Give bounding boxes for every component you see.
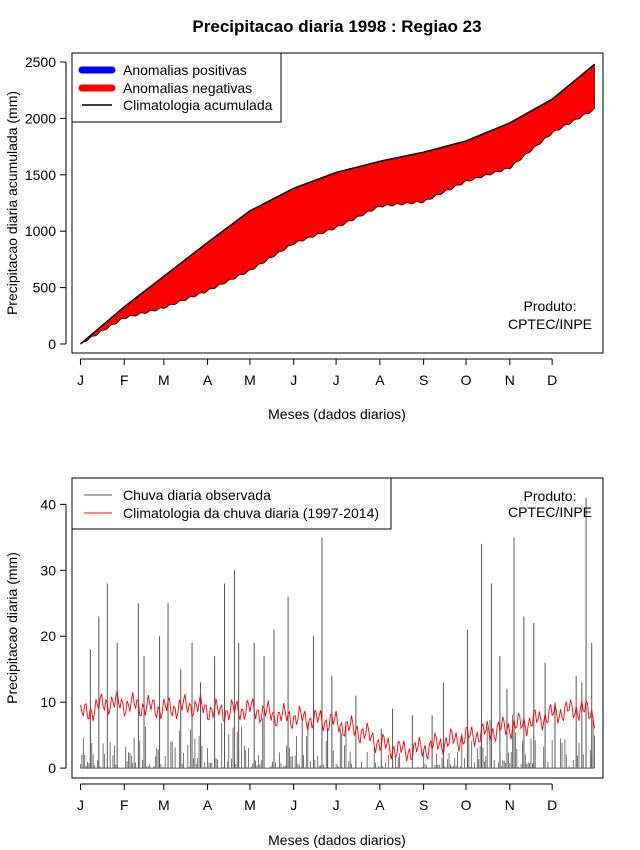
- daily-y-tick-label: 40: [40, 496, 56, 512]
- cumulative-x-tick-label: O: [461, 372, 472, 388]
- cumulative-x-tick-label: A: [203, 372, 213, 388]
- cumulative-credit-line-1: Produto:: [524, 298, 577, 314]
- cumulative-legend: Anomalias positivas Anomalias negativas …: [71, 52, 282, 123]
- cumulative-y-axis-label: Precipitacao diaria acumulada (mm): [4, 91, 20, 315]
- cumulative-x-tick-label: S: [419, 372, 428, 388]
- daily-x-tick-label: N: [505, 797, 515, 813]
- legend-negative-label: Anomalias negativas: [123, 80, 252, 96]
- cumulative-y-tick-label: 1500: [25, 167, 56, 183]
- cumulative-x-tick-label: J: [333, 372, 340, 388]
- daily-y-tick-label: 0: [48, 760, 56, 776]
- cumulative-credit-line-2: CPTEC/INPE: [508, 316, 592, 332]
- daily-y-tick-label: 10: [40, 694, 56, 710]
- daily-x-tick-label: M: [158, 797, 170, 813]
- daily-credit-line-1: Produto:: [524, 488, 577, 504]
- climatology-accumulated-line: [80, 63, 595, 345]
- cumulative-y-tick-label: 2500: [25, 54, 56, 70]
- cumulative-x-tick-label: J: [290, 372, 297, 388]
- legend-daily-climatology-label: Climatologia da chuva diaria (1997-2014): [123, 505, 379, 521]
- daily-y-axis-label: Precipitacao diaria (mm): [4, 552, 20, 704]
- legend-observed-label: Chuva diaria observada: [123, 487, 271, 503]
- cumulative-plot-frame: [71, 52, 604, 354]
- daily-x-tick-label: A: [375, 797, 385, 813]
- daily-x-tick-label: F: [120, 797, 129, 813]
- cumulative-y-tick-label: 0: [48, 336, 56, 352]
- daily-legend: Chuva diaria observada Climatologia da c…: [71, 477, 392, 530]
- cumulative-x-tick-label: J: [77, 372, 84, 388]
- daily-x-axis-label: Meses (dados diarios): [268, 832, 406, 848]
- cumulative-x-tick-label: D: [547, 372, 557, 388]
- cumulative-x-tick-label: M: [244, 372, 256, 388]
- cumulative-chart: 0 500 1000 1500 2000 2500 J F M A M J J A S O N D Precip…: [4, 52, 604, 422]
- daily-legend-box: [71, 477, 392, 530]
- daily-x-tick-label: S: [419, 797, 428, 813]
- daily-x-tick-label: A: [203, 797, 213, 813]
- daily-y-tick-label: 30: [40, 562, 56, 578]
- cumulative-x-tick-label: M: [158, 372, 170, 388]
- legend-positive-label: Anomalias positivas: [123, 62, 247, 78]
- cumulative-x-tick-label: A: [375, 372, 385, 388]
- cumulative-y-tick-label: 2000: [25, 110, 56, 126]
- daily-climatology-line: [80, 690, 595, 762]
- cumulative-y-tick-label: 500: [33, 280, 57, 296]
- daily-x-tick-label: J: [333, 797, 340, 813]
- daily-y-tick-label: 20: [40, 628, 56, 644]
- daily-x-tick-label: D: [547, 797, 557, 813]
- daily-x-tick-label: J: [77, 797, 84, 813]
- cumulative-x-tick-label: F: [120, 372, 129, 388]
- chart-title: Precipitacao diaria 1998 : Regiao 23: [192, 17, 481, 36]
- cumulative-y-axis: 0 500 1000 1500 2000 2500: [25, 54, 67, 352]
- legend-climatology-label: Climatologia acumulada: [123, 97, 273, 113]
- daily-plot-area: [80, 497, 595, 769]
- daily-chart: 0 10 20 30 40 J F M A M J J A S O N D Precipitacao diar…: [4, 477, 604, 848]
- cumulative-y-tick-label: 1000: [25, 223, 56, 239]
- daily-y-axis: 0 10 20 30 40: [40, 496, 67, 776]
- cumulative-x-axis-label: Meses (dados diarios): [268, 406, 406, 422]
- daily-x-tick-label: J: [290, 797, 297, 813]
- daily-x-tick-label: O: [461, 797, 472, 813]
- cumulative-plot-area: [80, 63, 595, 345]
- cumulative-x-tick-label: N: [505, 372, 515, 388]
- daily-x-tick-label: M: [244, 797, 256, 813]
- daily-credit-line-2: CPTEC/INPE: [508, 504, 592, 520]
